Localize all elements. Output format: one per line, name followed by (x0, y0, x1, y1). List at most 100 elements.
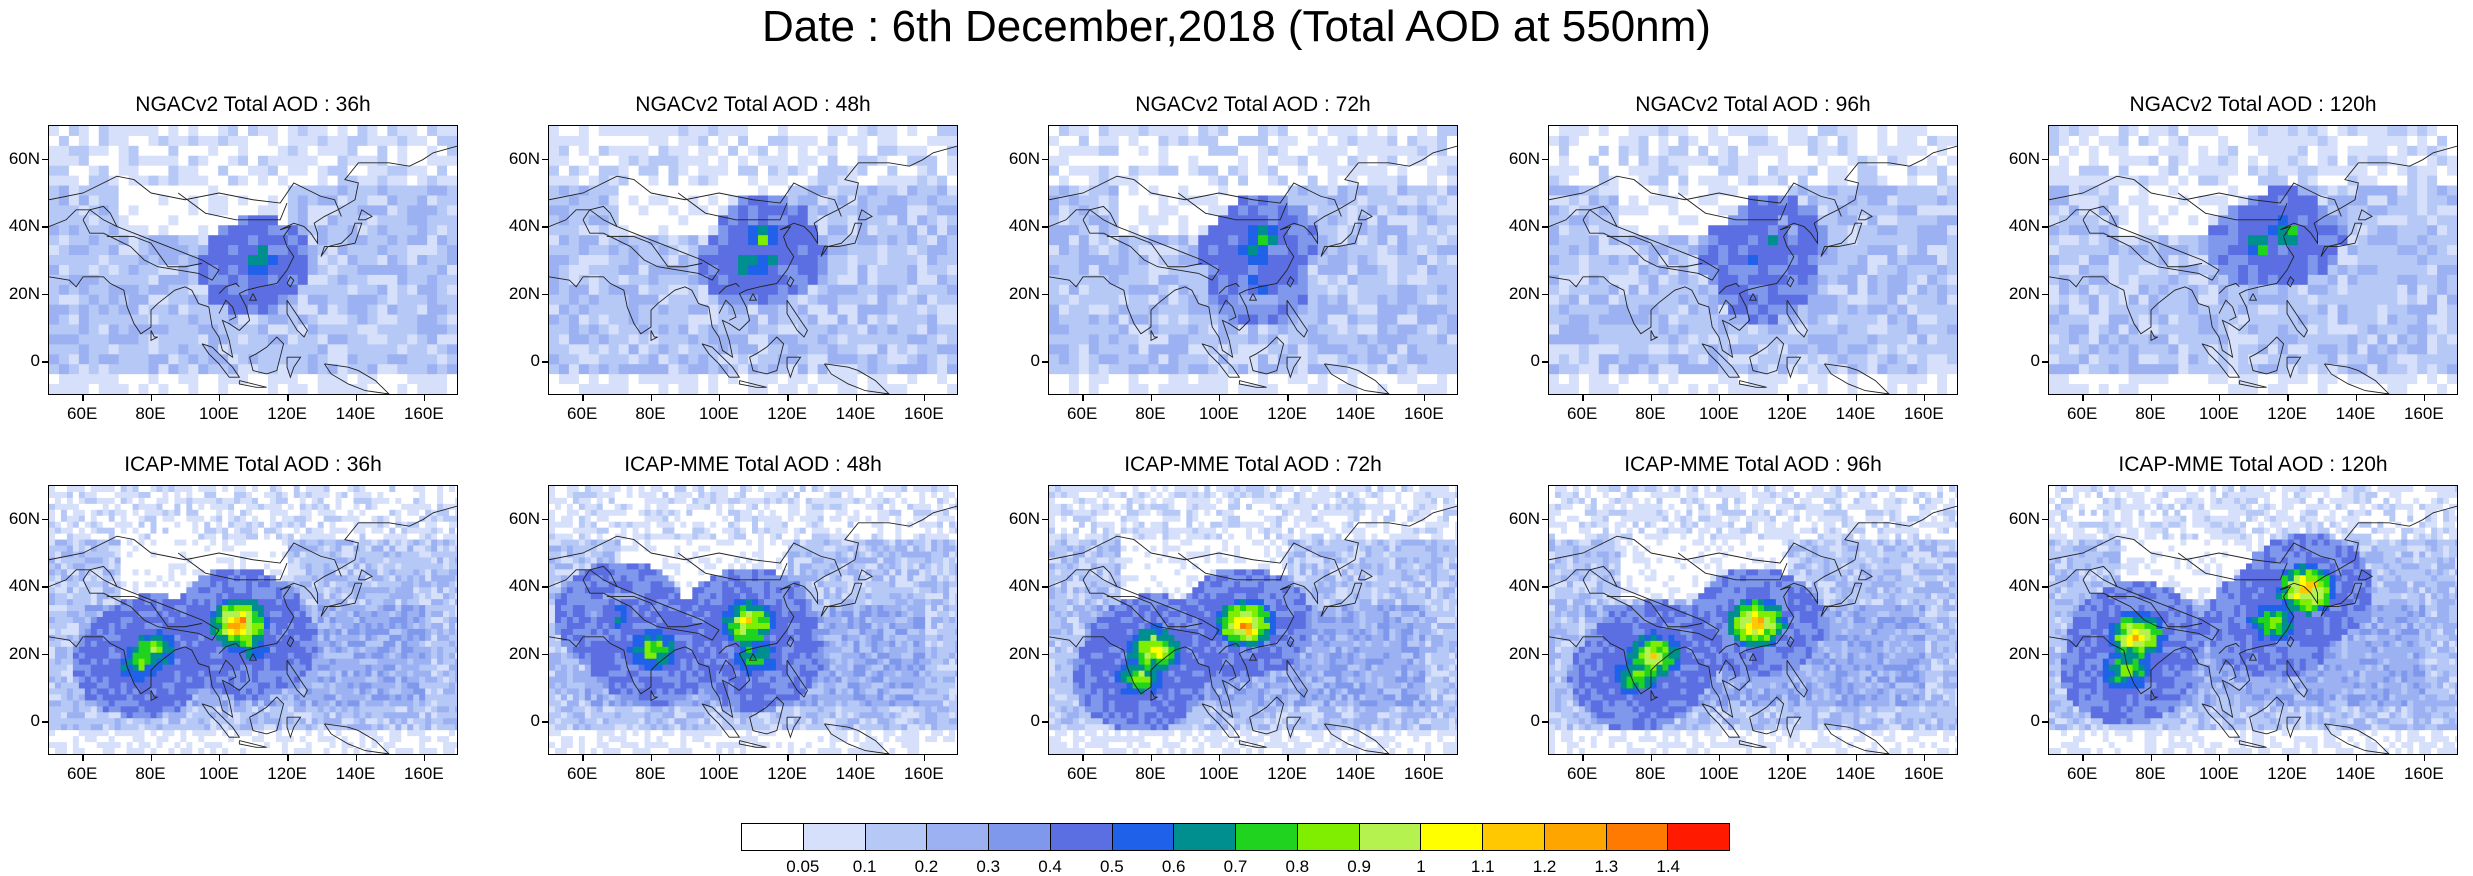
aod-cell (198, 146, 209, 157)
aod-cell (1218, 265, 1229, 276)
aod-cell (1857, 166, 1868, 177)
aod-cell (139, 156, 150, 167)
aod-cell (2168, 156, 2179, 167)
aod-cell (1569, 156, 1580, 167)
aod-cell (1168, 176, 1179, 187)
aod-cell (59, 225, 70, 236)
aod-cell (748, 255, 759, 266)
aod-cell (1218, 156, 1229, 167)
aod-cell (1768, 295, 1779, 306)
aod-cell (947, 374, 957, 385)
aod-cell (109, 126, 120, 137)
aod-cell (927, 146, 938, 157)
aod-cell (397, 166, 408, 177)
aod-cell (238, 334, 249, 345)
aod-cell (1318, 205, 1329, 216)
aod-cell (1367, 325, 1378, 336)
aod-cell (1778, 156, 1789, 167)
aod-cell (1357, 186, 1368, 197)
aod-cell (2397, 136, 2408, 147)
aod-cell (2318, 136, 2329, 147)
aod-cell (2248, 126, 2259, 137)
aod-cell (1328, 305, 1339, 316)
aod-cell (2049, 156, 2060, 167)
aod-cell (397, 364, 408, 375)
lat-tick (542, 159, 548, 161)
aod-cell (1377, 295, 1388, 306)
aod-cell (1119, 205, 1130, 216)
aod-cell (748, 176, 759, 187)
aod-cell (1119, 166, 1130, 177)
aod-cell (579, 364, 590, 375)
aod-cell (1738, 354, 1749, 365)
aod-cell (1848, 265, 1859, 276)
aod-cell (559, 325, 570, 336)
aod-cell (1387, 295, 1398, 306)
aod-cell (907, 126, 918, 137)
aod-cell (1718, 245, 1729, 256)
aod-cell (188, 136, 199, 147)
lat-tick (42, 226, 48, 228)
aod-cell (2188, 156, 2199, 167)
aod-cell (2258, 176, 2269, 187)
aod-cell (927, 136, 938, 147)
aod-cell (1629, 195, 1640, 206)
aod-cell (1417, 305, 1428, 316)
aod-cell (238, 186, 249, 197)
aod-cell (2377, 146, 2388, 157)
aod-cell (338, 305, 349, 316)
aod-cell (877, 156, 888, 167)
aod-cell (318, 225, 329, 236)
aod-cell (1139, 344, 1150, 355)
aod-cell (447, 295, 457, 306)
aod-cell (1788, 136, 1799, 147)
aod-cell (2119, 136, 2130, 147)
aod-cell (758, 334, 769, 345)
aod-cell (188, 186, 199, 197)
aod-cell (1089, 265, 1100, 276)
aod-cell (1658, 156, 1669, 167)
aod-cell (1447, 315, 1457, 326)
aod-cell (818, 176, 829, 187)
aod-cell (748, 205, 759, 216)
aod-cell (1848, 344, 1859, 355)
aod-cell (1357, 334, 1368, 345)
aod-cell (99, 305, 110, 316)
aod-cell (1427, 205, 1438, 216)
aod-cell (1049, 136, 1060, 147)
aod-cell (2059, 166, 2070, 177)
aod-cell (1937, 374, 1948, 385)
aod-cell (1119, 305, 1130, 316)
aod-cell (609, 344, 620, 355)
aod-cell (367, 245, 378, 256)
aod-cell (1139, 245, 1150, 256)
aod-cell (1768, 325, 1779, 336)
aod-cell (1867, 295, 1878, 306)
aod-cell (377, 255, 388, 266)
aod-cell (1178, 166, 1189, 177)
aod-cell (1158, 374, 1169, 385)
aod-cell (668, 344, 679, 355)
aod-cell (758, 295, 769, 306)
aod-cell (1708, 156, 1719, 167)
aod-cell (1119, 315, 1130, 326)
aod-cell (89, 384, 100, 394)
aod-cell (119, 265, 130, 276)
aod-cell (1877, 146, 1888, 157)
aod-cell (1268, 384, 1279, 394)
aod-cell (228, 176, 239, 187)
aod-cell (877, 126, 888, 137)
aod-cell (678, 235, 689, 246)
aod-cell (758, 255, 769, 266)
aod-cell (1228, 215, 1239, 226)
aod-cell (947, 344, 957, 355)
aod-cell (1417, 245, 1428, 256)
aod-cell (1218, 126, 1229, 137)
aod-cell (2238, 166, 2249, 177)
aod-cell (1059, 384, 1070, 394)
aod-cell (99, 285, 110, 296)
aod-cell (2318, 126, 2329, 137)
aod-cell (1348, 305, 1359, 316)
aod-cell (1619, 325, 1630, 336)
aod-cell (1158, 384, 1169, 394)
